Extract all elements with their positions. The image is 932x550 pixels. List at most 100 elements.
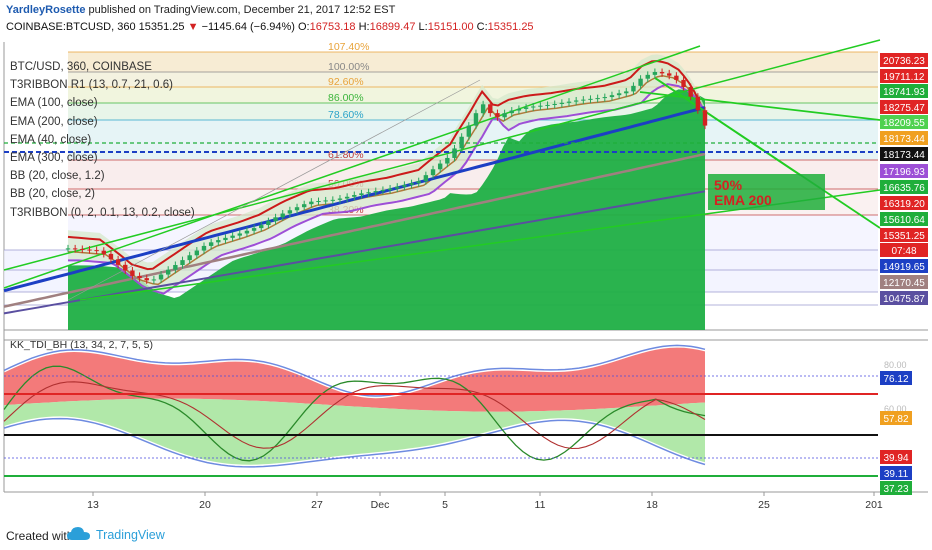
legend-item[interactable]: EMA (40, close) [10,133,92,146]
annotation-text: 50% [714,177,743,193]
candle-body [94,250,99,252]
candle-body [187,255,192,261]
open-label: O: [298,21,310,33]
oscillator-axis-label-text: 76.12 [883,374,908,385]
candle-body [638,78,643,86]
tdi-signal-line [3,381,706,450]
candle-body [616,93,622,96]
price-axis-label [880,243,928,257]
trend-line [3,45,701,289]
time-tick-label: 27 [311,499,323,511]
footer: Created with TradingView [0,520,932,550]
gann-line [67,79,481,301]
candle-body [337,198,343,200]
candle-body [344,196,350,199]
last-price: 15351.25 [138,21,185,33]
price-axis-label [880,115,928,129]
candle-body [452,148,457,158]
candle-body [301,204,307,208]
fib-label: 107.40% [328,41,369,53]
candle-body [495,113,500,118]
price-axis-label [880,259,928,273]
time-tick-label: 18 [646,499,658,511]
legend-item[interactable]: EMA (200, close) [10,115,98,128]
price-axis-label-text: 18275.47 [883,103,925,114]
candle-body [667,73,672,76]
annotation-text: EMA 200 [714,192,772,208]
candle-body [466,125,472,137]
fib-label: 61.80% [328,149,364,161]
candle-body [237,233,242,236]
candle-body [559,102,565,104]
candle-body [151,279,157,281]
time-tick-label: 5 [442,499,448,511]
candle-body [87,249,92,251]
candle-body [230,235,235,238]
time-tick-label: Dec [371,499,390,511]
tradingview-cloud-icon[interactable] [66,525,92,543]
legend-item[interactable]: BTC/USD, 360, COINBASE [10,61,152,73]
candle-body [380,189,386,192]
legend-item[interactable]: EMA (300, close) [10,152,98,165]
oscillator-axis-label [880,450,912,464]
candle-body [681,79,686,88]
candle-body [280,213,285,218]
oscillator-title[interactable]: KK_TDI_BH (13, 34, 2, 7, 5, 5) [10,339,153,351]
legend-item[interactable]: BB (20, close, 1.2) [10,170,105,183]
oscillator-axis-label-text: 57.82 [883,414,908,425]
candle-body [423,175,429,182]
candle-body [158,274,164,280]
candle-body [316,201,321,203]
oscillator-axis-label-text: 39.94 [883,453,908,464]
candle-body [166,269,171,275]
low-label: L: [418,21,428,33]
oscillator-axis-tick: 60.00 [884,404,907,414]
price-axis-label-text: 18741.93 [883,87,925,98]
fib-label: 86.00% [328,92,364,104]
ema-40-line [68,75,706,286]
created-with-text: Created with [6,529,74,543]
price-axis-label-text: 20736.23 [883,56,925,67]
candle-body [595,98,600,100]
candle-body [674,75,679,80]
fib-label: 78.60% [328,109,364,121]
candle-body [323,200,328,202]
candle-body [488,104,493,114]
legend-item[interactable]: BB (20, close, 2) [10,188,96,201]
oscillator-axis-label [880,411,912,425]
price-chart[interactable]: 107.40%100.00%92.60%86.00%78.60%61.80% 50… [0,0,932,520]
price-axis-label [880,100,928,114]
open-value: 16753.18 [309,21,356,33]
candle-body [373,191,378,193]
legend-item[interactable]: T3RIBBON R1 (13, 0.7, 21, 0.6) [10,79,173,92]
candle-body [588,98,593,100]
author-link[interactable]: YardleyRosette [6,4,86,16]
symbol-line: COINBASE:BTCUSD, 360 15351.25 ▼ −1145.64… [6,21,534,33]
candle-body [273,217,278,222]
price-axis-label [880,164,928,178]
candle-body [173,265,178,270]
legend-item[interactable]: T3RIBBON (0, 2, 0.1, 13, 0.2, close) [10,206,195,219]
candle-body [137,275,142,279]
candle-body [395,186,400,189]
publish-line: YardleyRosette published on TradingView.… [6,4,395,16]
candle-body [545,104,550,106]
trend-line [654,77,801,176]
tradingview-brand[interactable]: TradingView [96,528,165,542]
candle-body [631,85,636,92]
oscillator-lower-band [4,398,705,465]
candle-body [216,240,221,243]
annotation-box [708,174,825,210]
legend-item[interactable]: EMA (100, close) [10,97,98,110]
candle-body [115,259,121,265]
oscillator-axis-label-text: 39.11 [884,469,909,480]
price-axis-label-text: 18173.44 [883,150,925,161]
low-value: 15151.00 [427,21,474,33]
price-axis-label [880,212,928,226]
candle-body [194,250,200,256]
candle-body [402,184,407,187]
candle-body [416,181,421,184]
price-axis-label [880,291,928,305]
high-value: 16899.47 [369,21,416,33]
candle-body [445,157,450,164]
